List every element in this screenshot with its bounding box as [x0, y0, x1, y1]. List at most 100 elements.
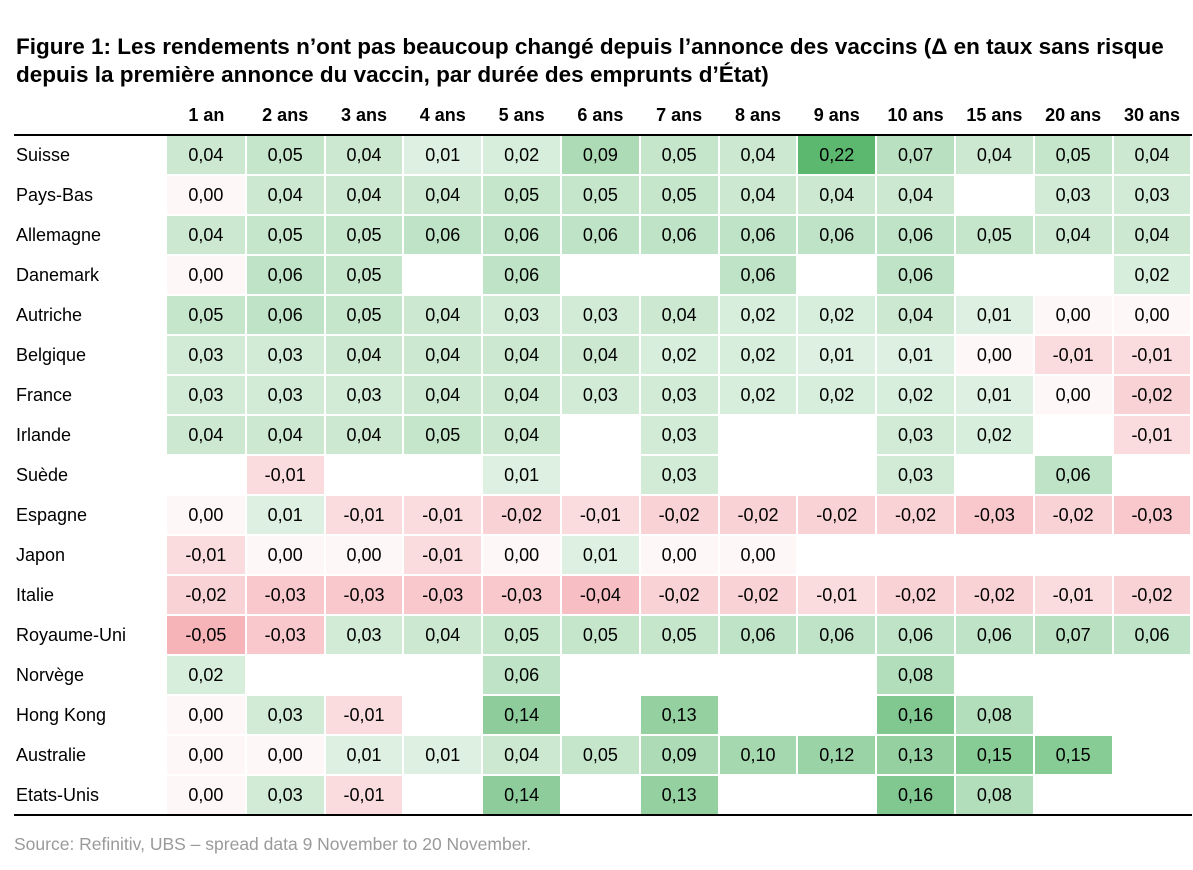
heatmap-cell: 0,00 [1033, 295, 1114, 336]
chart-title: Figure 1: Les rendements n’ont pas beauc… [16, 34, 1164, 87]
row-label: Allemagne [14, 215, 167, 256]
heatmap-cell [954, 255, 1035, 296]
column-header: 15 ans [954, 96, 1034, 136]
heatmap-cell: 0,04 [797, 175, 878, 216]
heatmap-cell: 0,00 [1112, 295, 1193, 336]
table-row: Allemagne 0,04 0,05 0,05 0,06 0,06 0,06 0,06 0,0… [14, 215, 1193, 256]
heatmap-cell: 0,02 [876, 375, 956, 416]
heatmap-cell: -0,01 [560, 495, 641, 536]
heatmap-cell: -0,03 [1112, 495, 1193, 536]
table-row: Royaume-Uni -0,05 -0,03 0,03 0,04 0,05 0,05 0,0… [14, 615, 1193, 656]
column-header: 7 ans [639, 96, 719, 136]
heatmap-cell [718, 695, 799, 736]
heatmap-cell [718, 655, 799, 696]
heatmap-cell: 0,04 [167, 215, 247, 256]
heatmap-cell: 0,10 [718, 735, 799, 776]
table-row: Espagne 0,00 0,01 -0,01 -0,01 -0,02 -0,01 -0,02… [14, 495, 1193, 536]
heatmap-cell: 0,04 [1112, 135, 1193, 176]
table-row: Pays-Bas 0,00 0,04 0,04 0,04 0,05 0,05 0,05 0,04… [14, 175, 1193, 216]
heatmap-cell: 0,03 [324, 375, 405, 416]
heatmap-cell: 0,04 [482, 735, 562, 776]
heatmap-cell [403, 695, 484, 736]
heatmap-cell: -0,03 [324, 575, 405, 616]
row-label: Hong Kong [14, 695, 167, 736]
heatmap-cell: -0,02 [954, 575, 1035, 616]
table-row: Suède -0,01 0,01 0,03 0,03 0,06 [14, 455, 1193, 496]
heatmap-cell: -0,02 [482, 495, 562, 536]
row-label: Suisse [14, 135, 167, 176]
heatmap-cell: 0,04 [324, 135, 405, 176]
column-header: 6 ans [560, 96, 640, 136]
heatmap-cell: 0,03 [245, 775, 326, 816]
heatmap-cell: 0,01 [560, 535, 641, 576]
heatmap-cell: -0,02 [639, 495, 720, 536]
row-label: Pays-Bas [14, 175, 167, 216]
heatmap-cell: 0,07 [876, 135, 956, 176]
heatmap-cell: 0,06 [482, 655, 562, 696]
heatmap-cell [797, 535, 878, 576]
heatmap-cell: 0,04 [482, 415, 562, 456]
heatmap-cell: 0,06 [718, 615, 799, 656]
heatmap-cell: 0,04 [167, 415, 247, 456]
heatmap-cell: 0,05 [324, 295, 405, 336]
heatmap-cell: 0,06 [482, 215, 562, 256]
heatmap-cell: 0,13 [639, 695, 720, 736]
heatmap-cell: 0,01 [954, 375, 1035, 416]
heatmap-cell [954, 655, 1035, 696]
row-label: Italie [14, 575, 167, 616]
heatmap-cell: 0,06 [482, 255, 562, 296]
table-row: Autriche 0,05 0,06 0,05 0,04 0,03 0,03 0,04 0,02… [14, 295, 1193, 336]
heatmap-cell: 0,15 [1033, 735, 1114, 776]
heatmap-cell: 0,01 [403, 735, 484, 776]
heatmap-cell: 0,01 [245, 495, 326, 536]
heatmap-cell: 0,06 [797, 215, 878, 256]
heatmap-cell: 0,00 [167, 175, 247, 216]
heatmap-cell: 0,01 [324, 735, 405, 776]
heatmap-cell: -0,03 [245, 575, 326, 616]
heatmap-cell: 0,06 [718, 215, 799, 256]
heatmap-cell: 0,14 [482, 695, 562, 736]
heatmap-cell: 0,00 [245, 535, 326, 576]
row-label: Etats-Unis [14, 775, 167, 816]
heatmap-cell: 0,06 [876, 255, 956, 296]
heatmap-cell: 0,05 [324, 215, 405, 256]
heatmap-cell: 0,05 [245, 215, 326, 256]
heatmap-cell [954, 175, 1035, 216]
heatmap-cell: -0,02 [167, 575, 247, 616]
heatmap-cell: 0,04 [560, 335, 641, 376]
heatmap-cell [560, 775, 641, 816]
heatmap-cell [1033, 655, 1114, 696]
heatmap-cell: -0,01 [1033, 335, 1114, 376]
heatmap-cell: 0,06 [639, 215, 720, 256]
heatmap-cell [560, 415, 641, 456]
heatmap-cell: 0,00 [167, 775, 247, 816]
heatmap-cell: 0,00 [245, 735, 326, 776]
heatmap-cell: 0,05 [560, 175, 641, 216]
heatmap-cell: 0,05 [639, 615, 720, 656]
heatmap-cell: 0,02 [1112, 255, 1193, 296]
heatmap-cell: 0,03 [639, 455, 720, 496]
heatmap-cell: 0,05 [639, 175, 720, 216]
heatmap-cell [954, 455, 1035, 496]
heatmap-cell: 0,04 [718, 175, 799, 216]
heatmap-cell: 0,04 [403, 375, 484, 416]
heatmap-cell [560, 655, 641, 696]
heatmap-cell: 0,03 [482, 295, 562, 336]
heatmap-cell: 0,22 [797, 135, 878, 176]
heatmap-cell [1033, 695, 1114, 736]
heatmap-cell: 0,05 [639, 135, 720, 176]
heatmap-cell: 0,09 [560, 135, 641, 176]
row-label: Irlande [14, 415, 167, 456]
heatmap-cell [403, 655, 484, 696]
table-row: Norvège 0,02 0,06 0,08 [14, 655, 1193, 696]
heatmap-cell: 0,00 [324, 535, 405, 576]
heatmap-cell: 0,06 [954, 615, 1035, 656]
heatmap-cell: 0,05 [167, 295, 247, 336]
table-row: Belgique 0,03 0,03 0,04 0,04 0,04 0,04 0,02 0,02… [14, 335, 1193, 376]
table-row: Italie -0,02 -0,03 -0,03 -0,03 -0,03 -0,04 -0,0… [14, 575, 1193, 616]
heatmap-cell: 0,05 [1033, 135, 1114, 176]
heatmap-cell [560, 255, 641, 296]
column-header: 30 ans [1112, 96, 1192, 136]
heatmap-cell: -0,01 [245, 455, 326, 496]
heatmap-cell: -0,05 [167, 615, 247, 656]
